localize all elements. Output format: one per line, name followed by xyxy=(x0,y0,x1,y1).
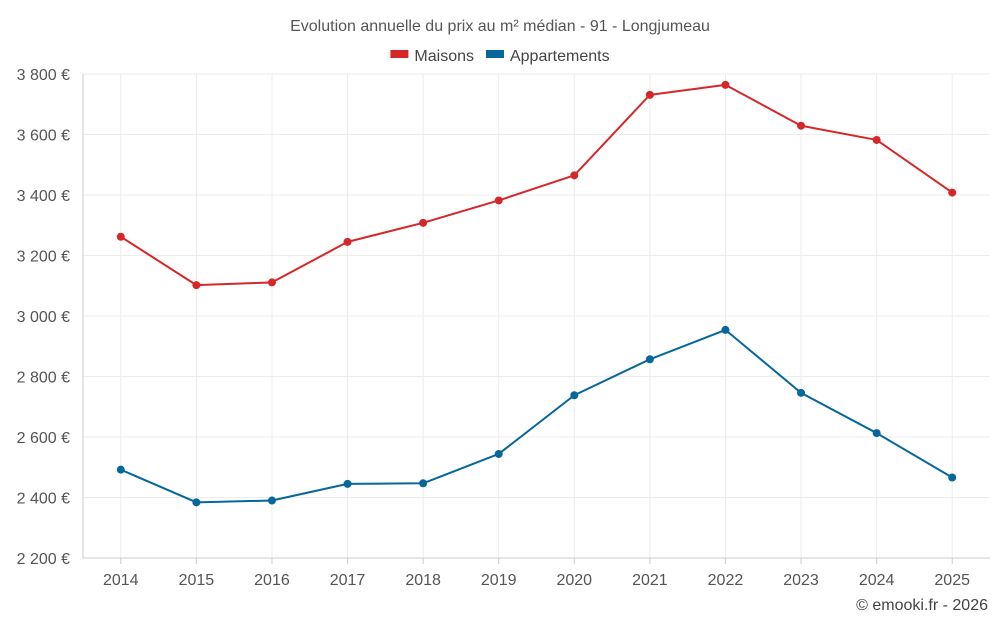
data-point-maisons xyxy=(494,196,503,205)
series-layer xyxy=(116,80,957,507)
legend-item-appartements[interactable]: Appartements xyxy=(485,48,610,65)
legend-swatch-appartements xyxy=(485,50,504,58)
data-point-maisons xyxy=(797,121,806,130)
y-tick-label: 2 200 € xyxy=(17,551,70,568)
series-maisons xyxy=(116,80,957,290)
y-tick-label: 2 800 € xyxy=(17,370,70,387)
y-axis: 2 200 € 2 400 € 2 600 € 2 800 € 3 000 € 3 200… xyxy=(17,67,84,568)
x-tick-label: 2024 xyxy=(859,572,895,589)
data-point-maisons xyxy=(192,281,201,290)
x-tick-label: 2016 xyxy=(254,572,290,589)
x-tick-label: 2017 xyxy=(330,572,366,589)
x-tick-label: 2025 xyxy=(934,572,970,589)
data-point-appartements xyxy=(192,498,201,507)
data-point-appartements xyxy=(721,325,730,334)
data-point-appartements xyxy=(645,355,654,364)
grid-lines xyxy=(83,73,990,558)
legend-swatch-maisons xyxy=(390,50,409,58)
y-tick-label: 2 600 € xyxy=(17,430,70,447)
data-point-maisons xyxy=(948,188,957,197)
x-tick-label: 2021 xyxy=(632,572,668,589)
data-point-maisons xyxy=(267,278,276,287)
data-point-appartements xyxy=(267,496,276,505)
data-point-maisons xyxy=(343,237,352,246)
x-tick-label: 2014 xyxy=(103,572,139,589)
data-point-appartements xyxy=(343,479,352,488)
x-tick-label: 2018 xyxy=(405,572,441,589)
x-tick-label: 2023 xyxy=(783,572,819,589)
chart-legend[interactable]: Maisons Appartements xyxy=(390,48,610,65)
series-appartements xyxy=(116,325,957,507)
x-tick-label: 2019 xyxy=(481,572,517,589)
y-tick-label: 3 200 € xyxy=(17,249,70,266)
legend-label-maisons: Maisons xyxy=(414,48,474,65)
data-point-appartements xyxy=(494,449,503,458)
data-point-appartements xyxy=(872,429,881,438)
y-tick-label: 3 000 € xyxy=(17,309,70,326)
data-point-appartements xyxy=(570,391,579,400)
legend-item-maisons[interactable]: Maisons xyxy=(390,48,474,65)
credit-text: © emooki.fr - 2026 xyxy=(856,597,988,614)
data-point-maisons xyxy=(645,90,654,99)
data-point-maisons xyxy=(872,135,881,144)
x-tick-label: 2020 xyxy=(556,572,592,589)
y-tick-label: 2 400 € xyxy=(17,491,70,508)
x-tick-label: 2015 xyxy=(179,572,215,589)
data-point-maisons xyxy=(419,218,428,227)
chart-title: Evolution annuelle du prix au m² médian … xyxy=(290,18,710,35)
data-point-appartements xyxy=(797,388,806,397)
series-line-appartements xyxy=(120,328,953,504)
x-axis: 2014 2015 2016 2017 2018 2019 2020 2021 2022 2023… xyxy=(83,557,990,589)
x-tick-label: 2022 xyxy=(708,572,744,589)
data-point-maisons xyxy=(116,232,125,241)
data-point-appartements xyxy=(419,479,428,488)
y-tick-label: 3 600 € xyxy=(17,128,70,145)
data-point-appartements xyxy=(116,465,125,474)
data-point-maisons xyxy=(721,80,730,89)
data-point-appartements xyxy=(948,473,957,482)
y-tick-label: 3 400 € xyxy=(17,188,70,205)
y-tick-label: 3 800 € xyxy=(17,67,70,84)
legend-label-appartements: Appartements xyxy=(510,48,610,65)
series-line-maisons xyxy=(120,83,953,287)
data-point-maisons xyxy=(570,171,579,180)
